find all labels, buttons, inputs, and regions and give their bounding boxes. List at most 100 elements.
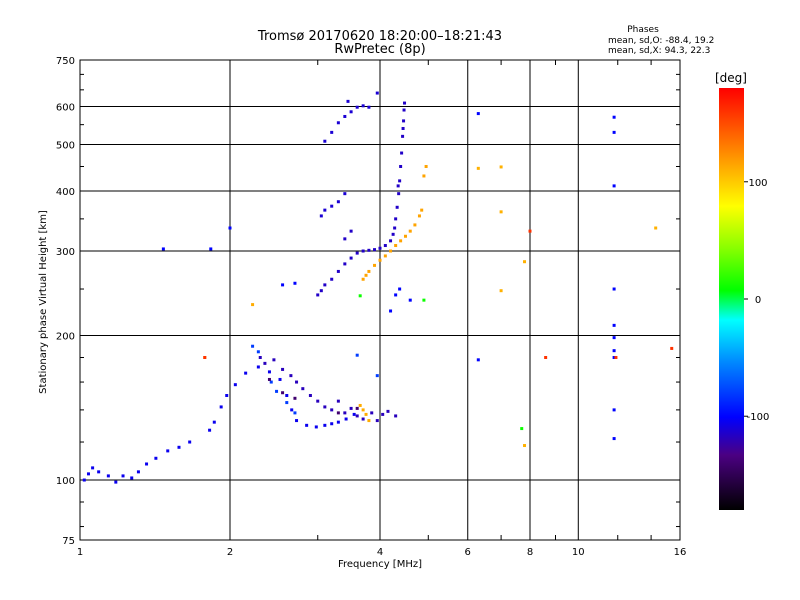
data-point [394, 293, 398, 297]
data-point [225, 394, 229, 398]
data-point [420, 208, 424, 212]
data-point [305, 423, 309, 427]
data-point [244, 371, 248, 375]
data-point [397, 192, 401, 196]
y-tick-label: 750 [56, 56, 75, 67]
data-points [82, 91, 674, 484]
data-point [403, 101, 407, 105]
x-tick-label: 2 [227, 547, 233, 558]
data-point [256, 365, 260, 369]
data-point [343, 237, 347, 241]
data-point [393, 226, 397, 230]
data-point [293, 281, 297, 285]
phase-box-o-stats: mean, sd,O: -88.4, 19.2 [608, 36, 714, 46]
data-point [336, 269, 340, 273]
data-point [476, 166, 480, 170]
grid-lines [80, 60, 680, 540]
data-point [330, 277, 334, 281]
data-point [349, 110, 353, 114]
data-point [378, 258, 382, 262]
data-point [256, 350, 260, 354]
data-point [275, 389, 279, 393]
colorbar-ticks: 100 0 -100 [744, 178, 769, 423]
data-point [323, 208, 327, 212]
data-point [203, 355, 207, 359]
data-point [358, 403, 362, 407]
data-point [314, 425, 318, 429]
data-point [355, 406, 359, 410]
data-point [373, 263, 377, 267]
data-point [364, 273, 368, 277]
data-point [114, 480, 118, 484]
data-point [330, 130, 334, 134]
data-point [263, 361, 267, 365]
phase-box-title: Phases [627, 25, 659, 35]
data-point [355, 105, 359, 109]
data-point [355, 353, 359, 357]
data-point [373, 248, 377, 252]
data-point [403, 234, 407, 238]
data-point [361, 277, 365, 281]
data-point [290, 408, 294, 412]
data-point [336, 411, 340, 415]
data-point [367, 248, 371, 252]
x-axis-ticks: 1 2 4 6 8 10 16 [77, 60, 687, 558]
data-point [319, 289, 323, 293]
data-point [251, 303, 255, 307]
data-point [343, 192, 347, 196]
data-point [528, 229, 532, 233]
data-point [612, 323, 616, 327]
data-point [612, 408, 616, 412]
data-point [612, 287, 616, 291]
data-point [394, 217, 398, 221]
data-point [336, 420, 340, 424]
data-point [323, 139, 327, 143]
data-point [258, 355, 262, 359]
data-point [352, 412, 356, 416]
data-point [285, 401, 289, 405]
data-point [301, 387, 305, 391]
data-point [106, 474, 110, 478]
data-point [251, 344, 255, 348]
x-tick-label: 10 [572, 547, 585, 558]
x-tick-label: 16 [674, 547, 687, 558]
y-tick-label: 300 [56, 247, 75, 258]
data-point [293, 396, 297, 400]
data-point [86, 472, 90, 476]
data-point [375, 419, 379, 423]
data-point [145, 462, 149, 466]
data-point [278, 377, 282, 381]
data-point [378, 246, 382, 250]
data-point [367, 419, 371, 423]
data-point [295, 380, 299, 384]
data-point [219, 405, 223, 409]
data-point [154, 456, 158, 460]
colorbar-tick-label: 100 [748, 178, 767, 189]
data-point [499, 289, 503, 293]
data-point [375, 91, 379, 95]
data-point [330, 408, 334, 412]
data-point [612, 349, 616, 353]
data-point [343, 411, 347, 415]
data-point [413, 223, 417, 227]
data-point [408, 298, 412, 302]
data-point [395, 205, 399, 209]
data-point [399, 164, 403, 168]
data-point [389, 239, 393, 243]
data-point [295, 419, 299, 423]
data-point [364, 412, 368, 416]
x-tick-label: 1 [77, 547, 83, 558]
x-tick-label: 4 [377, 547, 383, 558]
data-point [383, 254, 387, 258]
data-point [361, 417, 365, 421]
data-point [361, 249, 365, 253]
data-point [391, 232, 395, 236]
data-point [389, 309, 393, 313]
data-point [381, 412, 385, 416]
data-point [499, 210, 503, 214]
data-point [670, 346, 674, 350]
data-point [612, 115, 616, 119]
data-point [401, 134, 405, 138]
data-point [188, 440, 192, 444]
data-point [272, 358, 276, 362]
